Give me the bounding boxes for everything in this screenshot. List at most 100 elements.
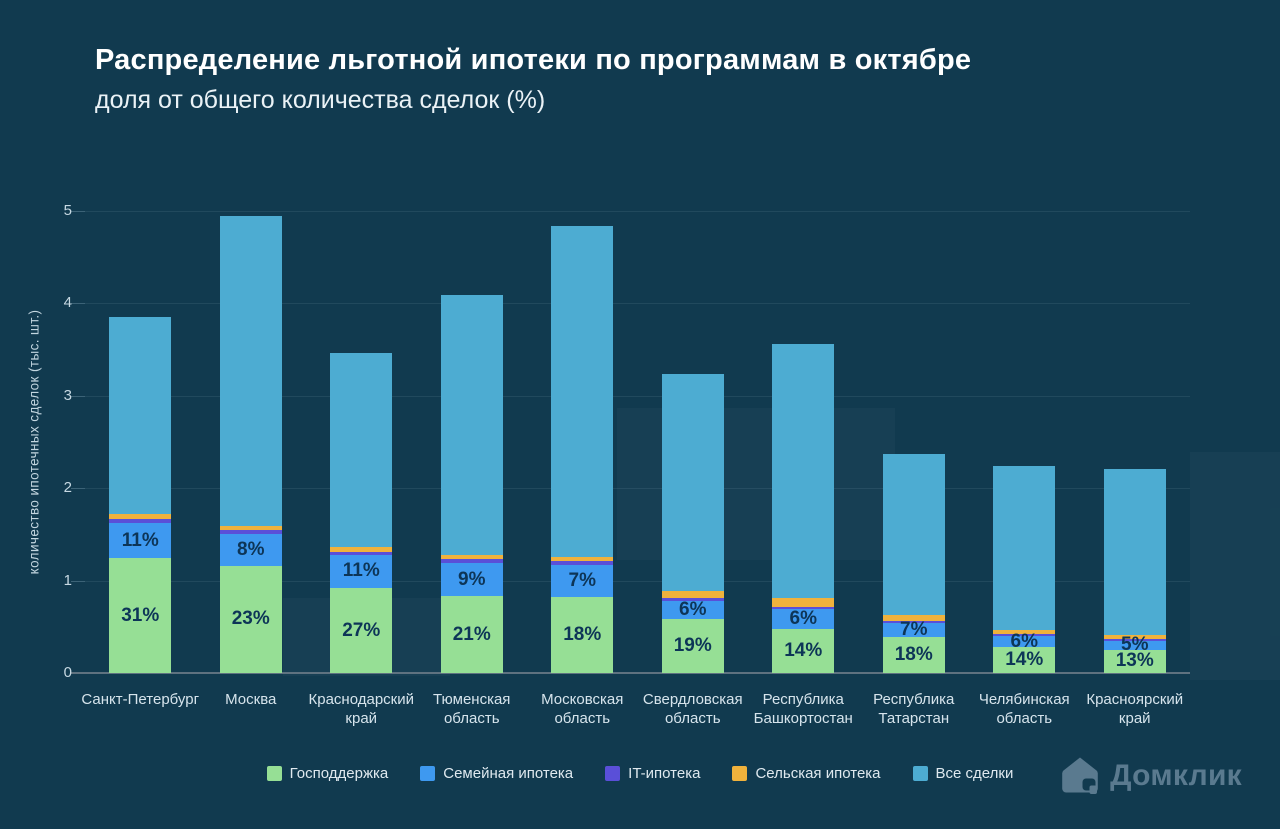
x-axis-label: Тюменская область — [433, 691, 511, 728]
bar-segment-label-semeynaya: 6% — [679, 599, 707, 621]
x-axis-label: Челябинская область — [978, 691, 1070, 728]
bar-segment-it — [551, 561, 614, 565]
bar-segment-gospodderzhka: 19% — [661, 619, 724, 673]
legend-swatch — [912, 766, 928, 781]
bar-segment-it — [1103, 638, 1166, 641]
legend-label: Сельская ипотека — [755, 765, 881, 782]
bar-segment-selskaya — [661, 591, 724, 599]
x-axis-label: Республика Башкортостан — [753, 691, 853, 728]
bar-segment-label-gospodderzhka: 18% — [563, 624, 602, 646]
bar-segment-semeynaya: 5% — [1103, 634, 1166, 656]
bar-segment-gospodderzhka: 27% — [330, 588, 393, 673]
bar-segment-semeynaya: 11% — [109, 523, 172, 559]
bar-segment-vse-sdelki — [661, 373, 724, 592]
bar-segment-label-semeynaya: 5% — [1121, 634, 1149, 656]
bar-segment-vse-sdelki — [219, 215, 282, 527]
bar-segment-vse-sdelki — [772, 344, 835, 598]
bar-segment-label-gospodderzhka: 14% — [1005, 649, 1044, 671]
bar-segment-vse-sdelki — [440, 295, 503, 556]
bar-segment-semeynaya: 8% — [219, 534, 282, 566]
plot-area: 31% 11% 23% 8% 27% 11% 21% 9% 18% 7% 19% 6% 14% 6% 18%… — [71, 211, 1190, 674]
house-icon — [1062, 757, 1098, 794]
bar-segment-semeynaya: 9% — [440, 563, 503, 597]
bar-segment-semeynaya: 6% — [772, 607, 835, 629]
legend-item: Семейная ипотека — [420, 765, 573, 782]
legend-item: Сельская ипотека — [732, 765, 881, 782]
bar-6: 19% 6% — [661, 373, 724, 673]
legend-swatch — [266, 766, 282, 781]
legend-label: IT-ипотека — [628, 765, 701, 782]
bar-segment-label-semeynaya: 7% — [568, 570, 596, 592]
bar-segment-label-gospodderzhka: 23% — [231, 608, 270, 630]
chart-legend: Господдержка Семейная ипотека IT-ипотека Се… — [0, 765, 1280, 782]
bar-segment-label-semeynaya: 6% — [789, 607, 817, 629]
bar-segment-label-gospodderzhka: 21% — [452, 623, 491, 645]
bar-segment-it — [219, 530, 282, 535]
bar-segment-it — [882, 621, 945, 624]
bar-segment-it — [109, 518, 172, 524]
bar-segment-vse-sdelki — [993, 466, 1056, 630]
bar-segment-vse-sdelki — [330, 353, 393, 548]
legend-swatch — [605, 766, 621, 781]
gridline — [85, 395, 1190, 397]
bar-segment-vse-sdelki — [551, 225, 614, 558]
y-tick-label: 1 — [63, 571, 72, 589]
bar-segment-gospodderzhka: 31% — [109, 558, 172, 673]
watermark-block — [1190, 452, 1280, 680]
y-tick-label: 2 — [63, 479, 72, 497]
y-tick-label: 3 — [63, 386, 72, 404]
bar-segment-vse-sdelki — [109, 317, 172, 515]
axis-tick — [71, 580, 85, 582]
legend-label: Семейная ипотека — [443, 765, 574, 782]
bar-5: 18% 7% — [551, 225, 614, 673]
bar-segment-label-gospodderzhka: 18% — [894, 643, 933, 665]
y-axis-title: количество ипотечных сделок (тыс. шт.) — [26, 309, 42, 575]
legend-item: Все сделки — [912, 765, 1014, 782]
bar-segment-gospodderzhka: 14% — [772, 628, 835, 673]
bar-segment-semeynaya: 7% — [551, 564, 614, 598]
x-axis-label: Свердловская область — [642, 691, 743, 728]
gridline — [85, 488, 1190, 490]
legend-label: Все сделки — [935, 765, 1014, 782]
x-axis-label: Московская область — [541, 691, 624, 728]
y-tick-label: 5 — [63, 202, 72, 219]
bar-segment-selskaya — [219, 526, 282, 531]
bar-segment-label-semeynaya: 11% — [121, 529, 159, 551]
legend-swatch — [732, 766, 748, 781]
bar-segment-label-gospodderzhka: 13% — [1115, 650, 1154, 672]
bar-segment-it — [772, 606, 835, 610]
x-axis-label: Санкт-Петербург — [81, 691, 200, 708]
bar-segment-selskaya — [882, 614, 945, 622]
bar-segment-gospodderzhka: 13% — [1103, 649, 1166, 673]
bar-segment-selskaya — [330, 547, 393, 552]
bar-3: 27% 11% — [330, 353, 393, 673]
chart-subtitle: доля от общего количества сделок (%) — [95, 86, 546, 114]
y-tick-label: 0 — [63, 664, 72, 681]
bar-segment-it — [661, 598, 724, 601]
bar-segment-vse-sdelki — [882, 454, 945, 615]
bar-segment-label-semeynaya: 11% — [342, 560, 380, 582]
x-axis-label: Москва — [225, 691, 277, 708]
bar-segment-selskaya — [440, 555, 503, 560]
bar-4: 21% 9% — [440, 295, 503, 673]
bar-segment-selskaya — [109, 514, 172, 519]
bar-segment-it — [993, 634, 1056, 637]
bar-segment-it — [330, 551, 393, 555]
bar-segment-selskaya — [551, 557, 614, 562]
bar-segment-label-gospodderzhka: 14% — [784, 639, 823, 661]
y-tick-label: 4 — [63, 294, 72, 312]
brand-logo: Домклик — [1060, 755, 1242, 797]
x-axis-line — [71, 672, 1190, 674]
bar-segment-it — [440, 559, 503, 564]
x-axis-label: Красноярский край — [1086, 691, 1184, 728]
bar-segment-semeynaya: 6% — [993, 630, 1056, 652]
brand-name: Домклик — [1110, 759, 1242, 792]
x-axis-label: Краснодарский край — [308, 691, 414, 728]
axis-tick — [71, 303, 85, 305]
bar-segment-semeynaya: 7% — [882, 619, 945, 640]
bar-2: 23% 8% — [219, 215, 282, 673]
bar-segment-selskaya — [1103, 634, 1166, 639]
bar-segment-label-semeynaya: 6% — [1010, 630, 1038, 652]
bar-7: 14% 6% — [772, 344, 835, 673]
bar-10: 13% 5% — [1103, 468, 1166, 673]
